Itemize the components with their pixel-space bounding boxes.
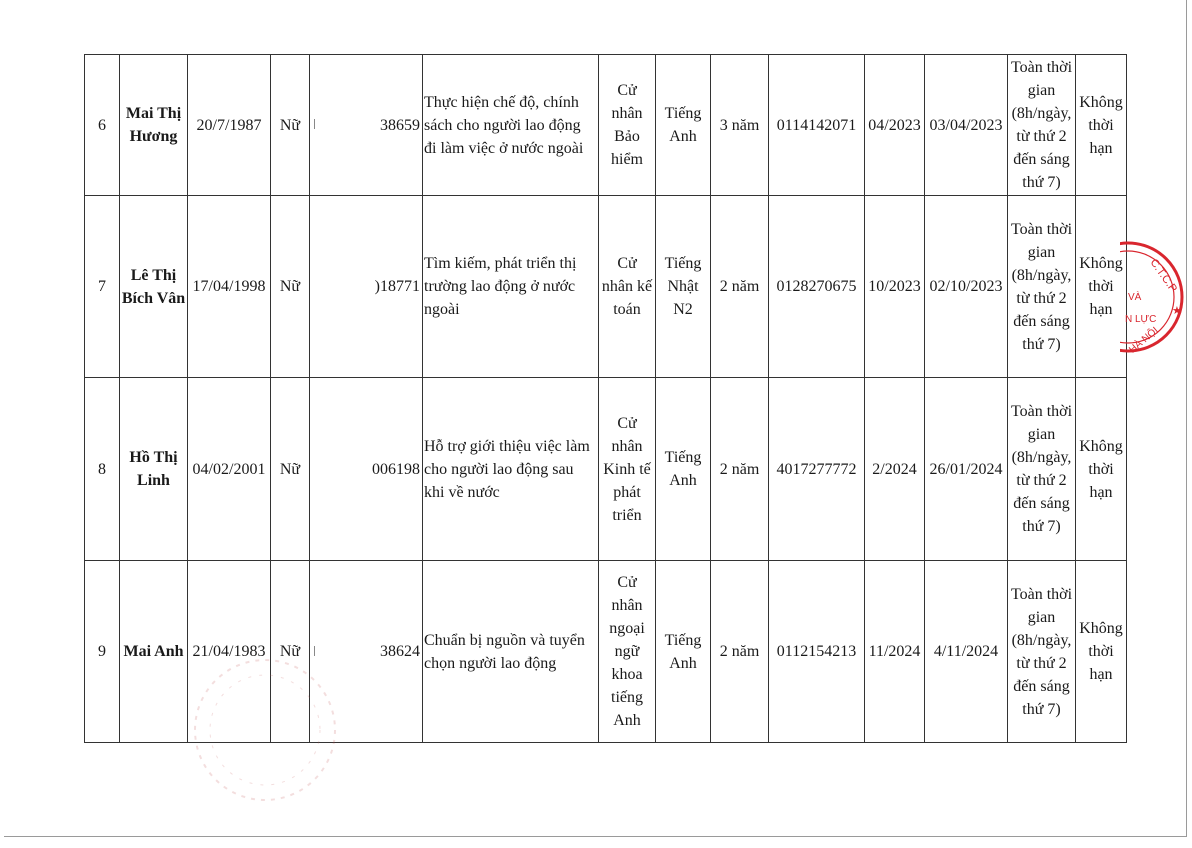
- cell-name: Mai Thị Hương: [119, 54, 188, 196]
- cell-start-month: 2/2024: [864, 377, 925, 561]
- cell-degree: Cử nhân kế toán: [598, 195, 656, 378]
- cell-id: 006198: [309, 377, 423, 561]
- redaction-mark: [314, 645, 315, 656]
- cell-insurance: 0128270675: [768, 195, 865, 378]
- company-stamp: C.T.C.P VÀ N LỰC HÀ NỘI ★: [1120, 241, 1184, 356]
- cell-dob: 04/02/2001: [187, 377, 271, 561]
- cell-gender: Nữ: [270, 195, 310, 378]
- cell-id: )18771: [309, 195, 423, 378]
- cell-gender: Nữ: [270, 560, 310, 743]
- svg-text:★: ★: [1172, 305, 1182, 317]
- cell-contract-date: 4/11/2024: [924, 560, 1008, 743]
- cell-name: Mai Anh: [119, 560, 188, 743]
- cell-name: Lê Thị Bích Vân: [119, 195, 188, 378]
- cell-contract-date: 02/10/2023: [924, 195, 1008, 378]
- cell-experience: 3 năm: [710, 54, 769, 196]
- cell-contract-date: 03/04/2023: [924, 54, 1008, 196]
- cell-experience: 2 năm: [710, 195, 769, 378]
- cell-work-time: Toàn thời gian (8h/ngày, từ thứ 2 đến sá…: [1007, 54, 1076, 196]
- page-border: [4, 0, 1187, 837]
- cell-term: Không thời hạn: [1075, 195, 1127, 378]
- cell-start-month: 10/2023: [864, 195, 925, 378]
- svg-text:VÀ: VÀ: [1128, 290, 1142, 303]
- cell-work-time: Toàn thời gian (8h/ngày, từ thứ 2 đến sá…: [1007, 560, 1076, 743]
- cell-start-month: 04/2023: [864, 54, 925, 196]
- cell-job: Chuẩn bị nguồn và tuyển chọn người lao đ…: [422, 560, 599, 743]
- cell-insurance: 0112154213: [768, 560, 865, 743]
- cell-experience: 2 năm: [710, 560, 769, 743]
- table-row: 7 Lê Thị Bích Vân 17/04/1998 Nữ)18771 Tìm ki…: [84, 195, 1127, 378]
- table-row: 9 Mai Anh 21/04/1983 Nữ 38624 Chuẩn bị nguồn …: [84, 560, 1127, 743]
- cell-term: Không thời hạn: [1075, 560, 1127, 743]
- cell-job: Thực hiện chế độ, chính sách cho người l…: [422, 54, 599, 196]
- cell-language: Tiếng Nhật N2: [655, 195, 711, 378]
- cell-degree: Cử nhân Kinh tế phát triển: [598, 377, 656, 561]
- cell-degree: Cử nhân Bảo hiểm: [598, 54, 656, 196]
- cell-dob: 21/04/1983: [187, 560, 271, 743]
- cell-contract-date: 26/01/2024: [924, 377, 1008, 561]
- cell-work-time: Toàn thời gian (8h/ngày, từ thứ 2 đến sá…: [1007, 195, 1076, 378]
- table-row: 6 Mai Thị Hương 20/7/1987 Nữ 38659 Thực hiện …: [84, 54, 1127, 196]
- cell-language: Tiếng Anh: [655, 54, 711, 196]
- cell-dob: 17/04/1998: [187, 195, 271, 378]
- cell-language: Tiếng Anh: [655, 377, 711, 561]
- cell-id: 38659: [309, 54, 423, 196]
- cell-gender: Nữ: [270, 377, 310, 561]
- cell-stt: 7: [84, 195, 120, 378]
- cell-insurance: 4017277772: [768, 377, 865, 561]
- cell-name: Hồ Thị Linh: [119, 377, 188, 561]
- cell-dob: 20/7/1987: [187, 54, 271, 196]
- svg-text:HÀ NỘI: HÀ NỘI: [1126, 324, 1161, 356]
- cell-insurance: 0114142071: [768, 54, 865, 196]
- cell-term: Không thời hạn: [1075, 54, 1127, 196]
- cell-stt: 6: [84, 54, 120, 196]
- redaction-mark: [314, 119, 315, 129]
- staff-table: 6 Mai Thị Hương 20/7/1987 Nữ 38659 Thực hiện …: [84, 54, 1127, 743]
- cell-id: 38624: [309, 560, 423, 743]
- cell-degree: Cử nhân ngoại ngữ khoa tiếng Anh: [598, 560, 656, 743]
- cell-stt: 8: [84, 377, 120, 561]
- table-row: 8 Hồ Thị Linh 04/02/2001 Nữ 006198 Hỗ trợ giớ…: [84, 377, 1127, 561]
- cell-work-time: Toàn thời gian (8h/ngày, từ thứ 2 đến sá…: [1007, 377, 1076, 561]
- cell-start-month: 11/2024: [864, 560, 925, 743]
- cell-job: Hỗ trợ giới thiệu việc làm cho người lao…: [422, 377, 599, 561]
- svg-text:C.T.C.P: C.T.C.P: [1148, 257, 1180, 295]
- svg-text:N LỰC: N LỰC: [1125, 314, 1156, 325]
- cell-term: Không thời hạn: [1075, 377, 1127, 561]
- cell-experience: 2 năm: [710, 377, 769, 561]
- faded-stamp: [194, 659, 336, 801]
- cell-stt: 9: [84, 560, 120, 743]
- cell-language: Tiếng Anh: [655, 560, 711, 743]
- cell-job: Tìm kiếm, phát triển thị trường lao động…: [422, 195, 599, 378]
- cell-gender: Nữ: [270, 54, 310, 196]
